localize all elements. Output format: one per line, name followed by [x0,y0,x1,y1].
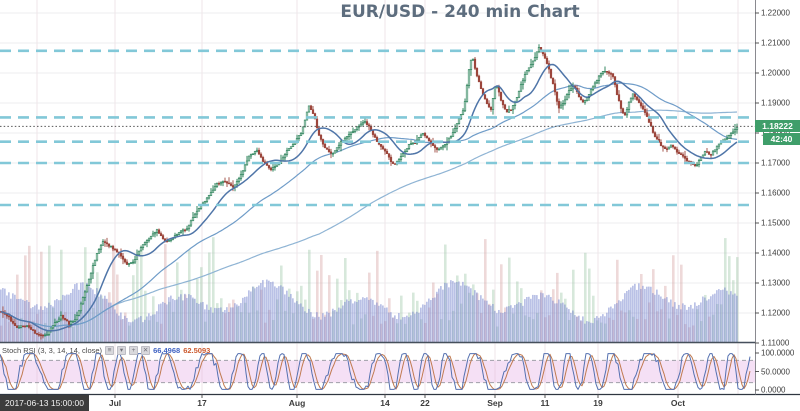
x-axis-label: 22 [420,398,430,408]
indicator-name: Stoch RSI (3, 3, 14, 14, close) [2,346,103,355]
chart-title: EUR/USD - 240 min Chart [340,2,580,22]
stoch-d-value: 62.5093 [183,346,211,355]
y-axis-label: 1.22000 [761,8,790,18]
y-axis-label: 1.15000 [761,218,790,228]
x-axis-label: Jul [108,398,122,408]
y-axis-label: 1.12000 [761,308,790,318]
oscillator-axis-label: 50.0000 [761,367,790,376]
indicator-close-button[interactable]: ✕ [141,346,151,355]
x-axis-label: Sep [487,398,503,408]
y-axis-label: 1.17000 [761,158,790,168]
indicator-legend: Stoch RSI (3, 3, 14, 14, close) ≡ ▾ + ✕ … [2,345,210,356]
x-axis-label: Oct [670,398,686,408]
indicator-collapse-button[interactable]: ▾ [117,346,127,355]
y-axis-label: 1.13000 [761,278,790,288]
y-axis-label: 1.14000 [761,248,790,258]
indicator-menu-button[interactable]: ≡ [105,346,115,355]
stoch-k-value: 66.4968 [153,346,181,355]
y-axis-label: 1.21000 [761,38,790,48]
x-axis-label: 11 [540,398,550,408]
first-bar-timestamp: 2017-06-13 15:00:00 [0,395,89,411]
x-axis-label: Aug [288,398,306,408]
bar-countdown-badge: 42:40 [763,132,800,145]
indicator-settings-button[interactable]: + [129,346,139,355]
x-axis-label: 19 [593,398,603,408]
x-axis-label: 14 [380,398,390,408]
y-axis-label: 1.20000 [761,68,790,78]
last-price-badge: 1.18222 [755,120,800,133]
oscillator-axis-label: 0.0000 [761,385,786,395]
oscillator-axis-label: 100.0000 [761,348,795,358]
x-axis-label: 17 [197,398,207,408]
y-axis-label: 1.16000 [761,188,790,198]
y-axis-label: 1.19000 [761,98,790,108]
y-axis-label: 1.11000 [761,338,790,348]
